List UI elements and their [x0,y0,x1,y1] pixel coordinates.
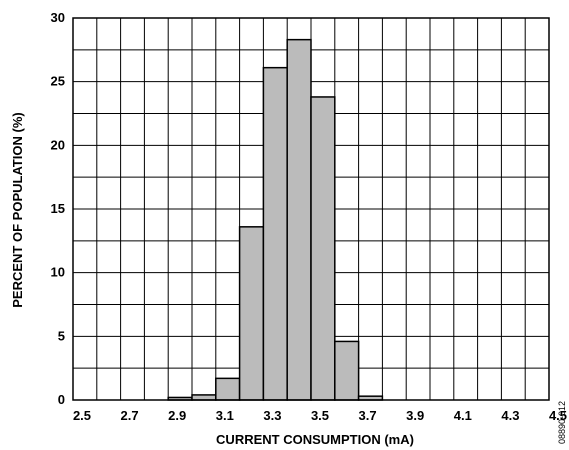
x-tick-label: 3.5 [311,408,329,423]
y-tick-label: 0 [58,392,65,407]
y-tick-label: 5 [58,328,65,343]
histogram-bar [215,377,241,401]
plot-frame [72,17,550,401]
y-tick-label: 15 [51,201,65,216]
y-tick-label: 10 [51,265,65,280]
histogram-bar [238,226,265,401]
x-tick-label: 4.5 [549,408,567,423]
histogram-bar [262,66,288,401]
y-tick-label: 20 [51,137,65,152]
x-tick-label: 3.7 [359,408,377,423]
y-tick-label: 25 [51,74,65,89]
x-tick-label: 2.5 [73,408,91,423]
histogram-bar [191,394,217,401]
x-tick-label: 3.3 [263,408,281,423]
x-tick-labels: 2.5 2.7 2.9 3.1 3.3 3.5 3.7 3.9 4.1 4.3 4.5 [73,408,567,423]
x-tick-label: 2.7 [121,408,139,423]
x-tick-label: 2.9 [168,408,186,423]
figure-id: 08890-012 [557,401,567,444]
histogram-bar [310,96,336,401]
x-tick-label: 4.3 [501,408,519,423]
x-tick-label: 3.9 [406,408,424,423]
histogram-bar [334,340,360,401]
y-tick-labels: 0 5 10 15 20 25 30 [51,10,65,407]
x-axis-title: CURRENT CONSUMPTION (mA) [216,432,414,447]
x-tick-label: 3.1 [216,408,234,423]
bars [167,38,384,401]
y-tick-label: 30 [51,10,65,25]
y-axis-title: PERCENT OF POPULATION (%) [10,112,25,307]
histogram-bar [286,38,312,401]
x-tick-label: 4.1 [454,408,472,423]
